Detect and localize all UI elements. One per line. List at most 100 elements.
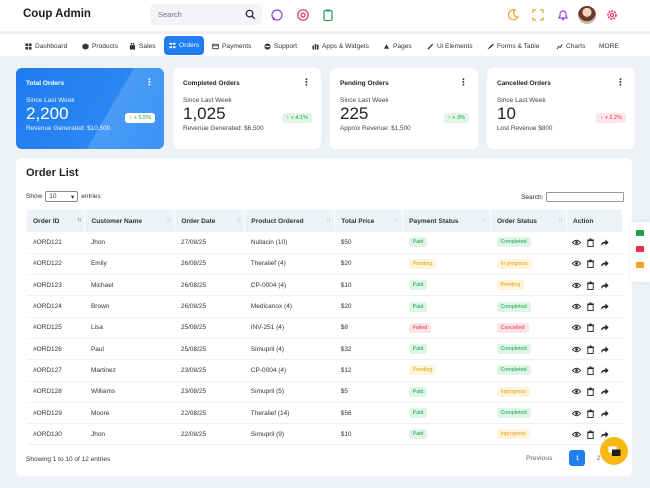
sort-icon[interactable]: ↑↓ <box>166 217 171 223</box>
table-row[interactable]: #ORD121 Jhon 27/08/25 Nullacin (10) $50 Paid C… <box>27 232 623 254</box>
sort-icon[interactable]: ↑↓ <box>76 217 81 223</box>
trash-icon[interactable] <box>586 259 595 269</box>
mention-icon[interactable] <box>296 8 310 22</box>
search-icon[interactable] <box>245 9 256 20</box>
clipboard-icon[interactable] <box>321 8 335 22</box>
trash-icon[interactable] <box>586 238 595 247</box>
nav-item-charts[interactable]: Charts <box>556 34 585 58</box>
sort-icon[interactable]: ↑↓ <box>557 217 563 223</box>
chat-icon[interactable] <box>270 8 284 22</box>
share-icon[interactable] <box>600 238 610 247</box>
bell-icon[interactable] <box>556 8 570 22</box>
nav-item-dashboard[interactable]: Dashboard <box>25 34 67 58</box>
nav-item-support[interactable]: Support <box>264 34 297 58</box>
share-icon[interactable] <box>600 281 610 290</box>
share-icon[interactable] <box>600 366 610 375</box>
column-header[interactable]: Product Ordered ↑↓ <box>244 210 336 232</box>
sort-icon[interactable]: ↑↓ <box>482 217 487 223</box>
share-icon[interactable] <box>600 345 610 354</box>
share-icon[interactable] <box>600 259 610 268</box>
green-tool-icon[interactable] <box>636 230 644 236</box>
share-icon[interactable] <box>600 302 610 311</box>
moon-icon[interactable] <box>506 8 520 22</box>
trash-icon[interactable] <box>586 366 595 375</box>
eye-icon[interactable] <box>572 387 582 396</box>
trash-icon[interactable] <box>586 430 595 439</box>
page-button-1[interactable]: 1 <box>569 450 586 466</box>
nav-item-apps-widgets[interactable]: Apps & Widgets <box>312 34 369 58</box>
cell-product: CP-0004 (4) <box>244 359 335 382</box>
column-header[interactable]: Customer Name ↑↓ <box>84 210 176 232</box>
nav-item-ui-elements[interactable]: Ui Elements <box>427 34 473 58</box>
page-button-2[interactable]: 2 <box>596 454 601 462</box>
share-icon[interactable] <box>600 387 610 396</box>
column-header[interactable]: Order ID ↑↓ <box>27 210 86 232</box>
total-orders-card: Total Orders ⋮ Since Last Week 2,200 Rev… <box>16 68 164 149</box>
search-box[interactable] <box>150 4 262 25</box>
nav-item-more[interactable]: MORE <box>599 34 619 58</box>
table-row[interactable]: #ORD125 Lisa 25/08/25 INV-251 (4) $8 Failed Ca… <box>27 317 623 339</box>
cell-actions <box>566 381 623 403</box>
eye-icon[interactable] <box>572 238 582 247</box>
table-row[interactable]: #ORD122 Emily 26/08/25 Theralief (4) $20 Pend… <box>27 253 623 276</box>
trash-icon[interactable] <box>586 409 595 418</box>
more-options-icon[interactable]: ⋮ <box>459 77 468 87</box>
entries-select[interactable]: 10 ▾ <box>45 191 79 202</box>
share-icon[interactable] <box>600 323 610 332</box>
nav-item-orders[interactable]: Orders <box>164 36 205 55</box>
column-header[interactable]: Action <box>566 210 624 232</box>
table-row[interactable]: #ORD126 Paul 25/08/25 Simupril (4) $32 Paid Co… <box>27 338 623 361</box>
top-bar: Coup Admin <box>0 0 650 31</box>
trash-icon[interactable] <box>586 345 595 354</box>
cell-price: $50 <box>334 232 403 254</box>
trash-icon[interactable] <box>586 387 595 397</box>
nav-item-pages[interactable]: Pages <box>383 34 412 58</box>
more-options-icon[interactable]: ⋮ <box>616 77 625 87</box>
search-input[interactable] <box>158 10 238 19</box>
eye-icon[interactable] <box>572 323 582 332</box>
eye-icon[interactable] <box>572 430 582 439</box>
share-icon[interactable] <box>600 430 610 439</box>
column-header[interactable]: Payment Status ↑↓ <box>402 210 492 232</box>
eye-icon[interactable] <box>572 302 582 311</box>
table-row[interactable]: #ORD128 Williams 23/08/25 Simupril (5) $5 Pai… <box>27 381 623 403</box>
column-header[interactable]: Total Price ↑↓ <box>334 210 404 232</box>
cell-date: 27/08/25 <box>174 232 245 254</box>
sort-icon[interactable]: ↑↓ <box>394 217 399 223</box>
table-row[interactable]: #ORD123 Michael 26/08/25 CP-0004 (4) $10 Paid… <box>27 274 623 297</box>
table-search-input[interactable] <box>546 192 625 202</box>
avatar[interactable] <box>578 6 596 24</box>
trash-icon[interactable] <box>586 302 595 312</box>
share-icon[interactable] <box>600 409 610 418</box>
sort-icon[interactable]: ↑↓ <box>326 217 331 223</box>
chat-fab-button[interactable] <box>600 437 628 465</box>
table-row[interactable]: #ORD129 Moore 22/08/25 Theralief (14) $56 Pai… <box>27 402 623 425</box>
table-row[interactable]: #ORD127 Martinez 23/08/25 CP-0004 (4) $12 Pen… <box>27 359 623 382</box>
trash-icon[interactable] <box>586 323 595 333</box>
more-options-icon[interactable]: ⋮ <box>302 77 311 87</box>
table-row[interactable]: #ORD130 Jhon 22/08/25 Simupril (9) $10 Paid In… <box>27 423 623 446</box>
eye-icon[interactable] <box>572 259 582 268</box>
eye-icon[interactable] <box>572 345 582 354</box>
nav-item-payments[interactable]: Payments <box>212 34 251 58</box>
table-row[interactable]: #ORD124 Brown 26/08/25 Medicanox (4) $20 Paid… <box>27 295 623 318</box>
eye-icon[interactable] <box>572 281 582 290</box>
yellow-tool-icon[interactable] <box>636 262 644 268</box>
column-header[interactable]: Order Date ↑↓ <box>174 210 246 232</box>
sort-icon[interactable]: ↑↓ <box>236 217 241 223</box>
previous-button[interactable]: Previous <box>526 454 553 462</box>
red-tool-icon[interactable] <box>636 246 644 252</box>
trash-icon[interactable] <box>586 281 595 290</box>
column-header[interactable]: Order Status ↑↓ <box>490 210 567 232</box>
nav-item-sales[interactable]: Sales <box>129 34 156 58</box>
nav-item-forms-table[interactable]: Forms & Table <box>487 34 539 58</box>
page-title: Order List <box>26 167 79 179</box>
cell-payment: Paid <box>402 295 491 318</box>
eye-icon[interactable] <box>572 366 582 375</box>
eye-icon[interactable] <box>572 409 582 418</box>
fullscreen-icon[interactable] <box>531 8 545 22</box>
gear-icon[interactable] <box>605 8 619 22</box>
nav-item-products[interactable]: Products <box>82 34 118 58</box>
brand-logo[interactable]: Coup Admin <box>23 8 91 20</box>
more-options-icon[interactable]: ⋮ <box>145 77 154 87</box>
